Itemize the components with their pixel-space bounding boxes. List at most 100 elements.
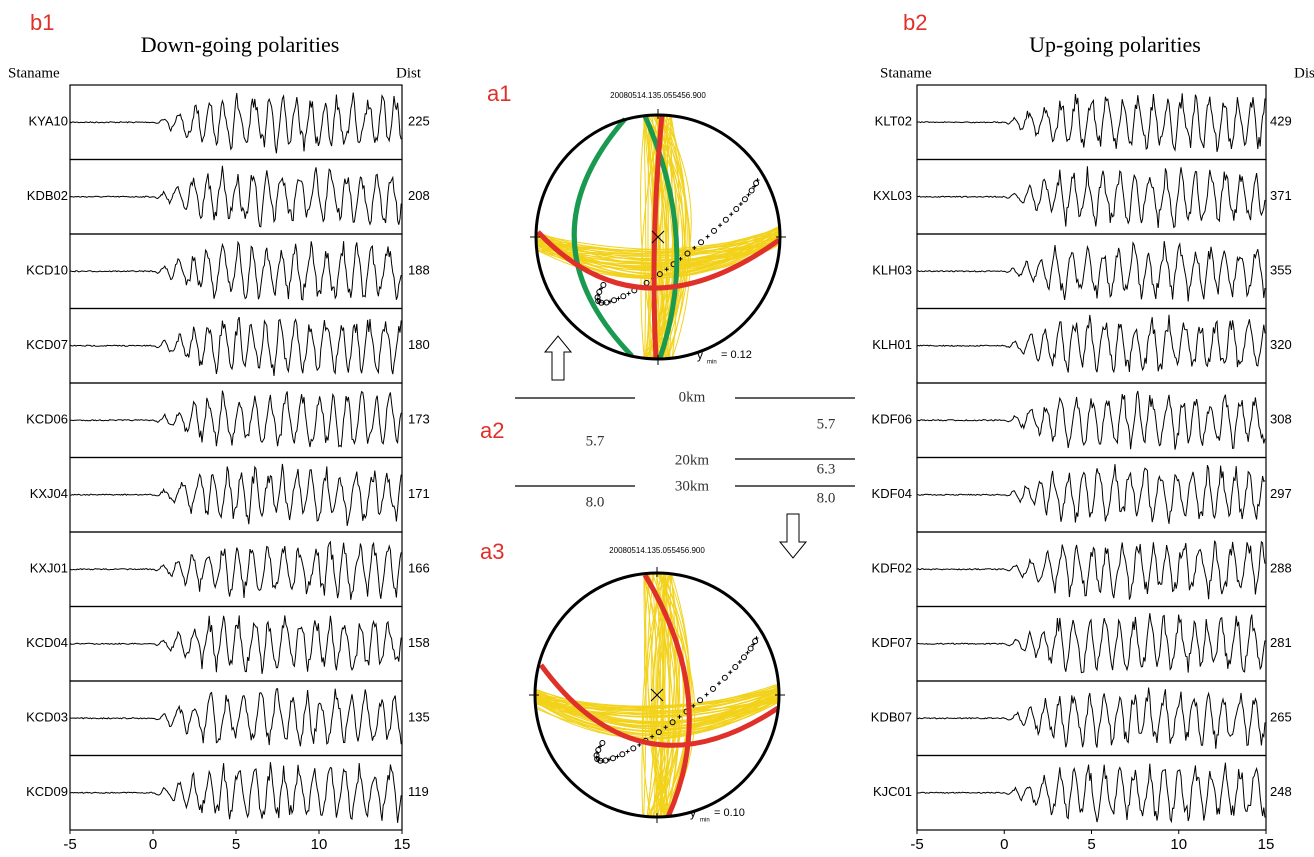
polarity-dilatation	[752, 638, 759, 645]
solution-curve	[534, 693, 780, 740]
distance: 355	[1270, 263, 1292, 278]
depth-label: 20km	[675, 452, 710, 468]
column-header: Staname	[8, 65, 60, 81]
polarity-compression	[704, 692, 709, 697]
ymin-symbol: y	[690, 806, 696, 820]
solution-curve	[535, 231, 781, 261]
polarity-compression	[738, 202, 743, 207]
ymin-symbol: y	[697, 348, 703, 362]
solution-curve	[535, 233, 781, 251]
waveform	[69, 390, 402, 448]
polarity-compression	[705, 234, 710, 239]
polarity-dilatation	[733, 206, 740, 213]
velocity: 5.7	[817, 416, 836, 432]
polarity-compression	[737, 660, 742, 665]
x-tick-label: -5	[63, 836, 76, 853]
waveform	[916, 613, 1266, 674]
polarity-compression	[663, 725, 668, 730]
polarity-dilatation	[748, 187, 755, 194]
solution-curve	[535, 240, 781, 256]
solution-curve	[535, 238, 781, 261]
nodal-plane	[642, 573, 692, 819]
station-name: KCD10	[26, 263, 68, 278]
waveform	[69, 540, 402, 600]
panel-label: b1	[30, 10, 54, 35]
polarity-compression	[752, 184, 757, 189]
panel-label: a1	[487, 81, 511, 106]
velocity: 5.7	[586, 433, 605, 449]
polarity-dilatation	[655, 729, 662, 736]
waveform	[69, 240, 402, 301]
distance: 225	[408, 114, 430, 129]
waveform	[916, 687, 1266, 749]
station-name: KXL03	[873, 188, 912, 203]
waveform	[69, 165, 402, 228]
polarity-compression	[691, 703, 696, 708]
polarity-dilatation	[594, 756, 601, 763]
solution-curve	[534, 691, 780, 739]
waveform	[916, 241, 1266, 302]
nodal-plane	[651, 114, 665, 360]
distance: 371	[1270, 188, 1292, 203]
ymin-sub: min	[707, 360, 717, 366]
depth-label: 0km	[679, 389, 706, 405]
arrow-down	[778, 513, 808, 559]
polarity-dilatation	[669, 719, 676, 726]
solution-curve	[656, 572, 678, 818]
polarity-dilatation	[597, 757, 604, 764]
polarity-compression	[729, 212, 734, 217]
station-name: KDF04	[872, 486, 912, 501]
distance: 308	[1270, 412, 1292, 427]
polarity-compression	[599, 286, 604, 291]
solution-curve	[640, 114, 658, 360]
column-header: Staname	[880, 65, 932, 81]
polarity-dilatation	[697, 697, 704, 704]
distance: 166	[408, 561, 430, 576]
panel-label: b2	[903, 10, 927, 35]
nodal-plane	[538, 663, 780, 748]
event-id: 20080514.135.055456.900	[609, 546, 705, 555]
polarity-compression	[728, 670, 733, 675]
velocity: 8.0	[817, 490, 836, 506]
solution-curve	[646, 572, 657, 818]
station-name: KXJ04	[30, 486, 68, 501]
polarity-dilatation	[684, 250, 691, 257]
waveform	[916, 314, 1266, 374]
polarity-dilatation	[620, 293, 627, 300]
waveform	[916, 93, 1266, 153]
polarity-dilatation	[721, 674, 728, 681]
polarity-dilatation	[732, 664, 739, 671]
polarity-compression	[677, 714, 682, 719]
polarity-dilatation	[610, 297, 617, 304]
station-name: KCD09	[26, 784, 68, 799]
polarity-compression	[625, 749, 630, 754]
polarity-dilatation	[598, 299, 605, 306]
solution-curve	[535, 225, 781, 271]
polarity-compression	[598, 744, 603, 749]
solution-curve	[644, 114, 667, 360]
solution-curve	[652, 572, 685, 818]
station-name: KDF02	[872, 561, 912, 576]
ymin-value: = 0.10	[714, 807, 745, 819]
polarity-dilatation	[595, 298, 602, 305]
distance: 248	[1270, 784, 1292, 799]
focal-sphere	[530, 109, 786, 365]
station-name: KXJ01	[30, 561, 68, 576]
nodal-plane	[536, 230, 781, 291]
solution-curve	[647, 572, 666, 818]
x-tick-label: 15	[394, 836, 411, 853]
polarity-dilatation	[741, 196, 748, 203]
nodal-plane-green	[571, 117, 634, 358]
focal-sphere	[529, 567, 785, 823]
waveform	[69, 463, 402, 526]
distance: 288	[1270, 561, 1292, 576]
distance: 208	[408, 188, 430, 203]
velocity: 6.3	[817, 461, 836, 477]
station-name: KCD04	[26, 635, 68, 650]
distance: 180	[408, 337, 430, 352]
polarity-dilatation	[595, 747, 602, 754]
event-id: 20080514.135.055456.900	[610, 91, 706, 100]
solution-curve	[643, 572, 647, 818]
waveform	[916, 166, 1266, 229]
